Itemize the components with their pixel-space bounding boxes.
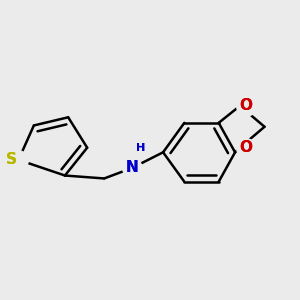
Text: S: S: [6, 152, 17, 167]
Text: O: O: [239, 98, 252, 113]
Text: O: O: [239, 140, 252, 155]
Text: H: H: [136, 142, 145, 153]
Text: N: N: [126, 160, 138, 175]
Text: O: O: [239, 140, 252, 155]
Text: H: H: [136, 142, 145, 153]
Text: S: S: [6, 152, 17, 167]
Text: O: O: [239, 98, 252, 113]
Text: N: N: [126, 160, 138, 175]
